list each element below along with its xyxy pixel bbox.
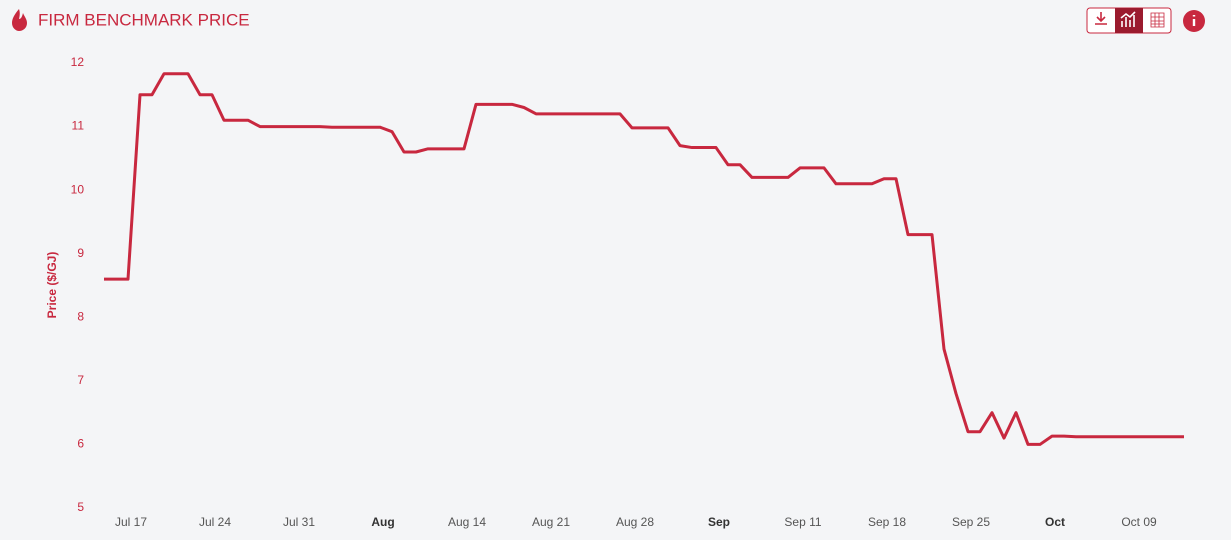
y-axis-label: Price ($/GJ) <box>45 252 59 319</box>
info-button[interactable] <box>1183 10 1205 32</box>
x-tick-label: Oct 09 <box>1121 515 1157 529</box>
x-tick-label: Jul 31 <box>283 515 315 529</box>
y-tick-label: 8 <box>77 309 84 323</box>
y-tick-label: 11 <box>72 119 85 133</box>
y-tick-label: 10 <box>71 182 85 196</box>
chart-title: FIRM BENCHMARK PRICE <box>38 10 250 29</box>
x-tick-label: Aug 21 <box>532 515 570 529</box>
x-tick-label: Aug <box>371 515 394 529</box>
x-tick-label: Jul 24 <box>199 515 231 529</box>
x-tick-label: Sep <box>708 515 730 529</box>
flame-icon <box>12 9 27 31</box>
chart-icon <box>1120 11 1136 27</box>
y-tick-label: 12 <box>71 55 85 69</box>
x-tick-label: Aug 14 <box>448 515 486 529</box>
price-line <box>104 72 1184 446</box>
x-tick-label: Aug 28 <box>616 515 654 529</box>
chart-button[interactable] <box>1115 8 1143 33</box>
x-tick-label: Sep 25 <box>952 515 990 529</box>
y-tick-label: 6 <box>77 437 84 451</box>
y-tick-label: 9 <box>77 246 84 260</box>
toolbar <box>1086 7 1172 34</box>
y-tick-label: 5 <box>77 500 84 514</box>
table-icon <box>1150 12 1165 28</box>
x-tick-label: Jul 17 <box>115 515 147 529</box>
download-icon <box>1095 12 1107 25</box>
x-tick-label: Sep 11 <box>784 515 821 529</box>
x-tick-label: Sep 18 <box>868 515 906 529</box>
y-tick-label: 7 <box>77 373 84 387</box>
download-button[interactable] <box>1095 12 1107 25</box>
x-tick-label: Oct <box>1045 515 1065 529</box>
table-button[interactable] <box>1150 12 1165 28</box>
